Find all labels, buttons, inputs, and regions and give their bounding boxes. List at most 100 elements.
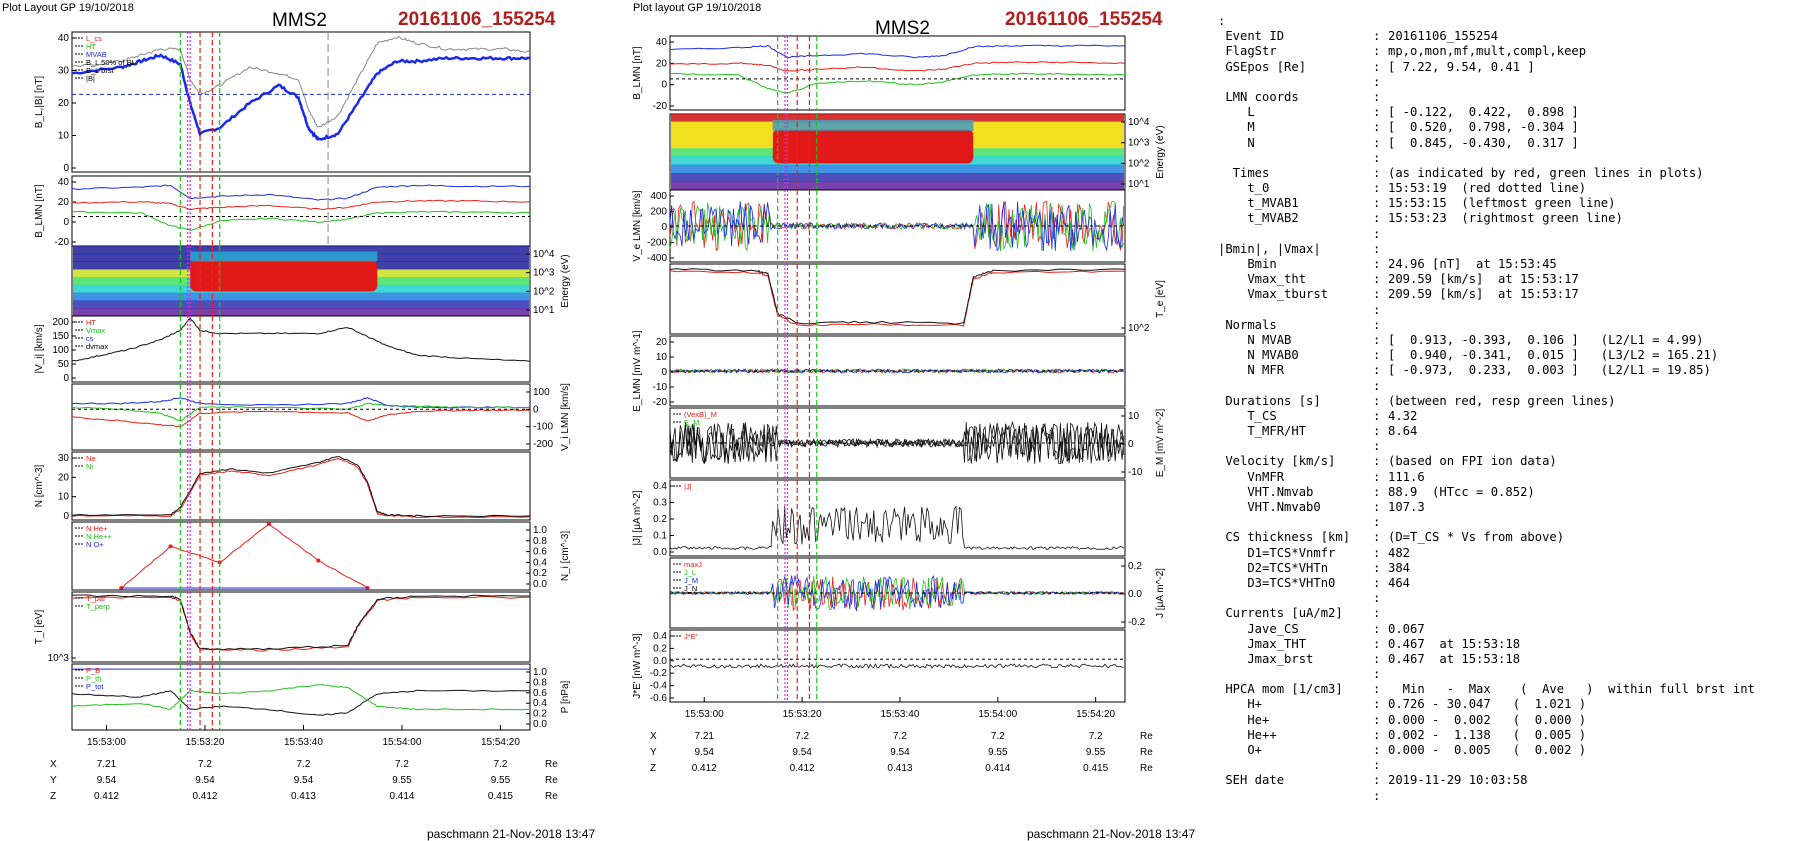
summary-key: T_CS: [1218, 408, 1277, 423]
summary-line: t_MVAB1:15:53:15 (leftmost green line): [1218, 196, 1798, 211]
position-unit: Re: [1140, 731, 1153, 742]
y-tick-label: 0: [661, 222, 667, 233]
summary-key: H+: [1218, 697, 1263, 712]
legend-entry: L_cs: [86, 34, 102, 43]
summary-key: N: [1218, 135, 1255, 150]
y-axis-label: |J| [μA m^-2]: [632, 490, 643, 545]
y-tick-label: 0.0: [1128, 589, 1142, 600]
left-spacecraft-label: MMS2: [272, 10, 327, 31]
summary-colon: :: [1373, 606, 1381, 621]
y-axis-label: V_e LMN [km/s]: [632, 190, 643, 261]
summary-line: GSEpos [Re]: [ 7.22, 9.54, 0.41 ]: [1218, 60, 1798, 75]
legend-entry: P_tot: [86, 682, 104, 691]
summary-line: Durations [s]: (between red, resp green l…: [1218, 394, 1798, 409]
summary-colon: :: [1373, 545, 1381, 560]
position-value: 7.21: [695, 731, 715, 742]
x-tick-label: 15:54:00: [382, 737, 421, 748]
position-value: 0.415: [1083, 763, 1108, 774]
series-line: [120, 523, 368, 589]
y-axis-label: N [cm^-3]: [34, 465, 45, 508]
summary-line: VHT.Nmvab:88.9 (HTcc = 0.852): [1218, 485, 1798, 500]
x-tick-label: 15:53:20: [783, 709, 822, 720]
summary-value: (between red, resp green lines): [1388, 393, 1616, 408]
y-tick-label: 0: [63, 373, 69, 384]
summary-value: 8.64: [1388, 424, 1418, 439]
summary-colon: :: [1373, 484, 1381, 499]
summary-colon: :: [1373, 758, 1381, 773]
summary-colon: :: [1373, 317, 1381, 332]
position-unit: Re: [545, 791, 558, 800]
y-tick-label: 20: [58, 197, 70, 208]
summary-colon: :: [1373, 591, 1381, 606]
legend-entry: HT: [86, 42, 96, 51]
summary-value: 0.067: [1388, 621, 1425, 636]
summary-value: (as indicated by red, green lines in plo…: [1388, 165, 1704, 180]
series-line: [71, 409, 531, 428]
y-tick-label: 10^3: [1128, 138, 1150, 149]
summary-colon: :: [1373, 105, 1381, 120]
summary-key: HPCA mom [1/cm3]: [1218, 682, 1343, 697]
y-tick-label: -400: [647, 253, 667, 264]
summary-colon: :: [1373, 181, 1381, 196]
y-tick-label: 10: [58, 131, 70, 142]
legend-entry: P_th: [86, 674, 101, 683]
series-line: [71, 595, 531, 652]
summary-line: :: [1218, 789, 1798, 804]
panel-frame: [71, 31, 531, 173]
series-line: [71, 53, 531, 141]
summary-line: t_0:15:53:19 (red dotted line): [1218, 181, 1798, 196]
position-value: 0.414: [985, 763, 1010, 774]
y-tick-label: 10: [58, 492, 70, 503]
summary-line: O+:0.000 - 0.005 ( 0.002 ): [1218, 743, 1798, 758]
y-tick-label: 10: [1128, 411, 1140, 422]
y-tick-label: 10^4: [533, 249, 555, 260]
summary-key: Currents [uA/m2]: [1218, 606, 1343, 621]
spectrogram-band: [772, 120, 974, 131]
summary-value: mp,o,mon,mf,mult,compl,keep: [1388, 44, 1587, 59]
position-value: 0.414: [389, 791, 414, 800]
y-tick-label: 10^2: [1128, 323, 1150, 334]
y-tick-label: -0.6: [650, 693, 668, 704]
y-axis-label: B_L,|B| [nT]: [34, 76, 45, 129]
summary-line: Vmax_tburst:209.59 [km/s] at 15:53:17: [1218, 287, 1798, 302]
summary-colon: :: [1373, 469, 1381, 484]
y-tick-label: 20: [58, 98, 70, 109]
summary-line: Event ID:20161106_155254: [1218, 29, 1798, 44]
summary-line: Bmin:24.96 [nT] at 15:53:45: [1218, 257, 1798, 272]
left-page-header: Plot Layout GP 19/10/2018: [2, 2, 134, 14]
plot-panel: 10^1 10^2 10^3 10^4 Energy (eV): [669, 113, 1166, 191]
position-value: 0.412: [692, 763, 717, 774]
summary-value: [ 7.22, 9.54, 0.41 ]: [1388, 59, 1535, 74]
y-tick-label: 40: [58, 33, 70, 44]
event-summary-listing: : Event ID:20161106_155254 FlagStr: mp,o,…: [1218, 14, 1798, 804]
series-line: [71, 456, 531, 518]
y-tick-label: 1.0: [533, 667, 547, 678]
position-unit: Re: [1140, 747, 1153, 758]
summary-line: N: [ 0.845, -0.430, 0.317 ]: [1218, 136, 1798, 151]
y-tick-label: -20: [55, 237, 70, 248]
legend-entry: Vmax: [86, 326, 105, 335]
y-tick-label: 0.2: [533, 709, 547, 720]
series-line: [669, 268, 1126, 325]
legend-entry: B_L 50% of BL: [86, 58, 136, 67]
series-line: [669, 200, 1125, 252]
series-line: [71, 199, 531, 211]
summary-line: N MVAB0: [ 0.940, -0.341, 0.015 ] (L3/L2 …: [1218, 348, 1798, 363]
summary-line: H+:0.726 - 30.047 ( 1.021 ): [1218, 697, 1798, 712]
summary-colon: :: [1373, 150, 1381, 165]
summary-key: CS thickness [km]: [1218, 530, 1351, 545]
series-line: [71, 594, 530, 651]
summary-key: Event ID: [1218, 29, 1285, 44]
position-unit: Re: [545, 759, 558, 770]
summary-key: Times: [1218, 165, 1270, 180]
y-tick-label: 150: [52, 331, 69, 342]
y-tick-label: 0: [63, 163, 69, 174]
summary-key: t_MVAB1: [1218, 196, 1299, 211]
summary-line: FlagStr: mp,o,mon,mf,mult,compl,keep: [1218, 44, 1798, 59]
y-tick-label: 200: [650, 207, 667, 218]
summary-line: Jave_CS:0.067: [1218, 622, 1798, 637]
spectrogram-band: [73, 300, 529, 309]
position-value: 0.412: [192, 791, 217, 800]
position-unit: Re: [545, 775, 558, 786]
